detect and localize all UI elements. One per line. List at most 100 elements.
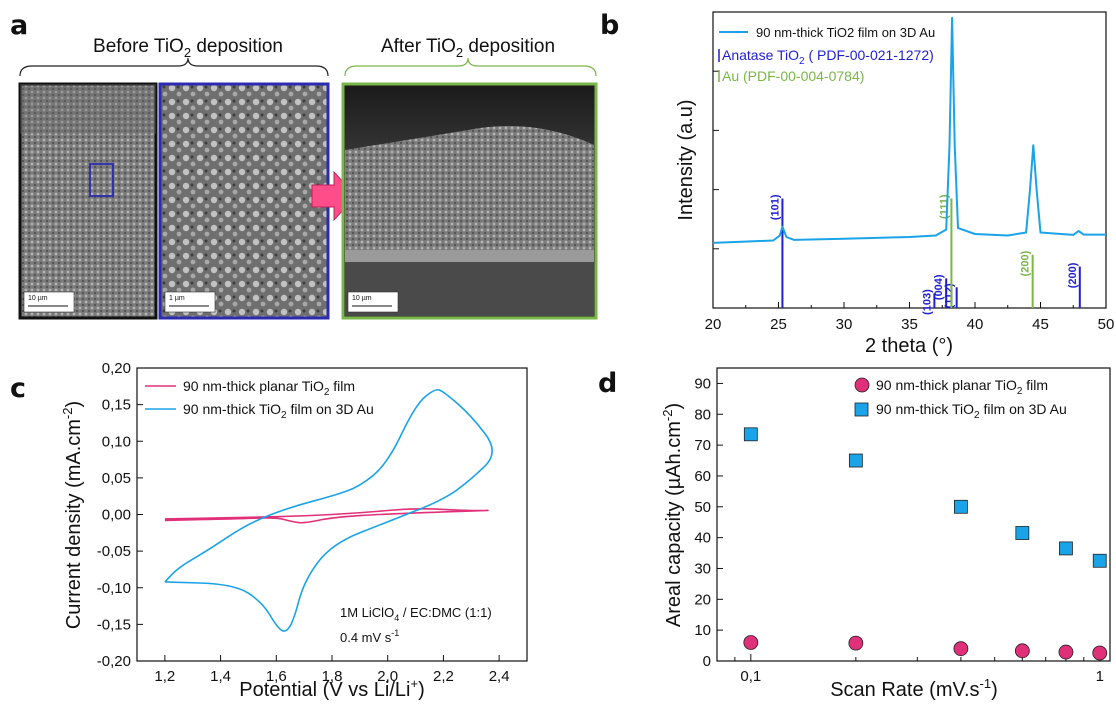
xrd-peak-label: (103) [921,289,933,315]
xrd-legend-ref1: Anatase TiO2 ( PDF-00-021-1272) [722,47,934,67]
cv-x-tick-label: 2,2 [433,668,454,685]
xrd-y-axis-label: Intensity (a.u) [675,99,697,220]
xrd-peak-label: (200) [1020,250,1032,276]
after-brace [344,57,597,77]
capacity-legend-2: 90 nm-thick TiO2 film on 3D Au [876,401,1067,421]
sem-image-before-zoom [158,82,330,320]
before-deposition-label: Before TiO2 deposition [93,36,283,60]
capacity-y-tick-label: 80 [694,406,711,423]
capacity-point-3d [1092,553,1107,568]
cv-x-tick-label: 1,8 [322,668,343,685]
capacity-y-tick-label: 10 [694,622,711,639]
xrd-x-tick-label: 50 [1098,316,1115,333]
xrd-x-axis-label: 2 theta (°) [865,335,953,357]
xrd-peak-label: (112) [944,283,956,308]
xrd-legend-series: 90 nm-thick TiO2 film on 3D Au [756,25,935,40]
capacity-y-tick-label: 60 [694,468,711,485]
capacity-y-tick-label: 50 [694,499,711,516]
capacity-x-tick-label: 0,1 [740,668,761,685]
xrd-peak-label: (111) [938,194,950,219]
capacity-point-planar [1058,644,1074,660]
capacity-point-planar [953,641,969,657]
scale-bar-box-3 [347,291,399,313]
before-brace [19,57,329,77]
capacity-point-3d [953,499,968,514]
capacity-y-tick-label: 70 [694,437,711,454]
capacity-y-tick-label: 0 [703,653,711,670]
cv-y-tick-label: -0,20 [97,653,131,670]
cv-y-tick-label: -0,15 [97,616,131,633]
cv-legend-1: 90 nm-thick planar TiO2 film [183,378,355,398]
capacity-x-tick-label: 1 [1096,668,1104,685]
cv-x-tick-label: 1,6 [266,668,287,685]
xrd-legend-ref2: Au (PDF-00-004-0784) [722,68,864,84]
cv-x-tick-label: 2,0 [377,668,398,685]
xrd-peak-label: (101) [769,194,781,220]
capacity-point-planar [743,635,759,650]
panel-a-label: a [10,10,28,41]
sem-after-layer [345,250,594,262]
cv-y-tick-label: 0,10 [102,433,131,450]
capacity-point-3d [848,453,863,468]
xrd-ticks [712,70,1107,308]
sem-top-shade [20,84,156,134]
capacity-y-tick-label: 40 [694,530,711,547]
cv-series-line [164,508,489,524]
sem-after-film [345,126,594,250]
after-deposition-label: After TiO2 deposition [381,36,555,60]
xrd-x-tick-labels: 20 25 30 35 40 45 50 [705,316,1115,333]
cv-y-tick-label: -0,10 [97,580,131,597]
capacity-point-planar [1092,645,1108,661]
cv-x-axis-label: Potential (V vs Li/Li+) [239,676,424,701]
xrd-x-tick-label: 25 [770,316,787,333]
capacity-plot-frame [716,367,1111,662]
scale-bar-label-2: 1 µm [169,295,185,302]
sem-image-before-overview [18,82,158,320]
scale-bar-box-1 [23,291,75,313]
cv-x-tick-label: 1,4 [210,668,231,685]
capacity-legend-1: 90 nm-thick planar TiO2 film [876,377,1048,397]
panel-c-label: c [10,373,26,404]
cv-series [164,388,493,632]
xrd-series-line [712,16,1106,244]
capacity-legend-marker-2 [854,402,869,417]
panel-b: b (101) (103)(004)(112) (200) (111) (200) 20… [600,10,1114,357]
cv-annotation-electrolyte: 1M LiClO4 / EC:DMC (1:1) [340,605,492,623]
cv-y-tick-label: 0,20 [102,360,131,377]
panel-d-label: d [598,368,617,399]
scale-bar-label-3: 10 µm [352,295,372,302]
cv-x-tick-label: 1,2 [154,668,175,685]
capacity-point-planar [1014,643,1030,659]
cv-y-axis-label: Current density (mA.cm-2) [60,401,85,629]
capacity-point-3d [1059,541,1073,556]
panel-c: c 1,2 1,4 1,6 1,8 2,0 2,2 2,4 -0,20 -0,15 -0,10 -0… [10,360,528,701]
cv-annotation-scanrate: 0.4 mV s-1 [340,628,399,645]
xrd-x-tick-label: 30 [836,316,853,333]
xrd-x-tick-label: 35 [901,316,918,333]
cv-y-tick-label: 0,05 [102,470,131,487]
scale-bar-label-1: 10 µm [28,295,48,302]
xrd-x-tick-label: 40 [967,316,984,333]
cv-y-tick-label: 0,15 [102,397,131,414]
capacity-x-axis-label: Scan Rate (mV.s-1) [830,676,998,701]
capacity-y-axis-label: Areal capacity (µAh.cm-2) [660,403,685,627]
capacity-legend-marker-1 [854,377,870,393]
xrd-x-tick-label: 20 [705,316,722,333]
capacity-y-tick-label: 90 [694,375,711,392]
scale-bar-box-2 [164,291,216,313]
xrd-peak-label: (200) [1067,262,1079,288]
panel-a: a Before TiO2 deposition After TiO2 depo… [10,10,598,320]
capacity-point-planar [848,635,864,651]
cv-y-tick-label: 0,00 [102,507,131,524]
xrd-x-tick-label: 45 [1032,316,1049,333]
capacity-point-3d [743,427,758,442]
xrd-reference-lines: (101) (103)(004)(112) (200) (111) (200) [769,194,1081,315]
capacity-y-tick-label: 30 [694,560,711,577]
sem-zoom-box [89,163,114,197]
cv-x-tick-label: 2,4 [489,668,510,685]
cv-legend-2: 90 nm-thick TiO2 film on 3D Au [183,401,374,421]
cv-y-tick-label: -0,05 [97,543,131,560]
